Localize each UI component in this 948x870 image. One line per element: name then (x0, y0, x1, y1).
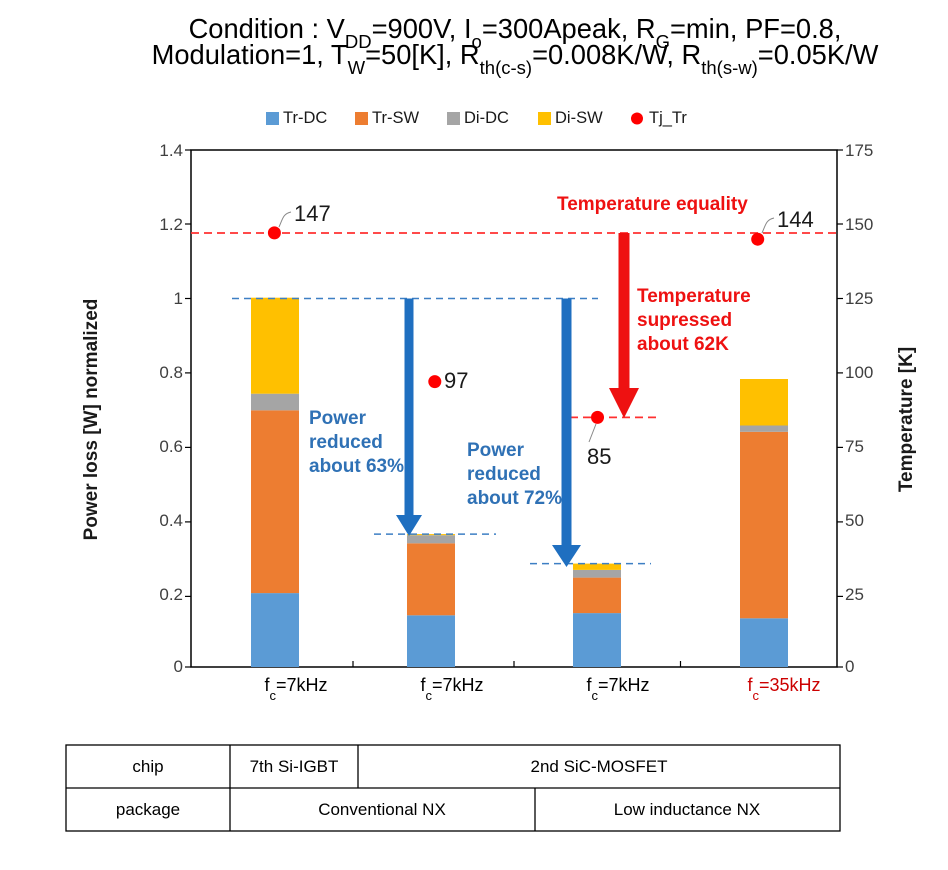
svg-text:2nd SiC-MOSFET: 2nd SiC-MOSFET (531, 757, 668, 776)
svg-text:package: package (116, 800, 180, 819)
svg-text:Conventional NX: Conventional NX (318, 800, 446, 819)
svg-text:chip: chip (132, 757, 163, 776)
svg-text:Low inductance NX: Low inductance NX (614, 800, 760, 819)
svg-text:7th Si-IGBT: 7th Si-IGBT (250, 757, 339, 776)
